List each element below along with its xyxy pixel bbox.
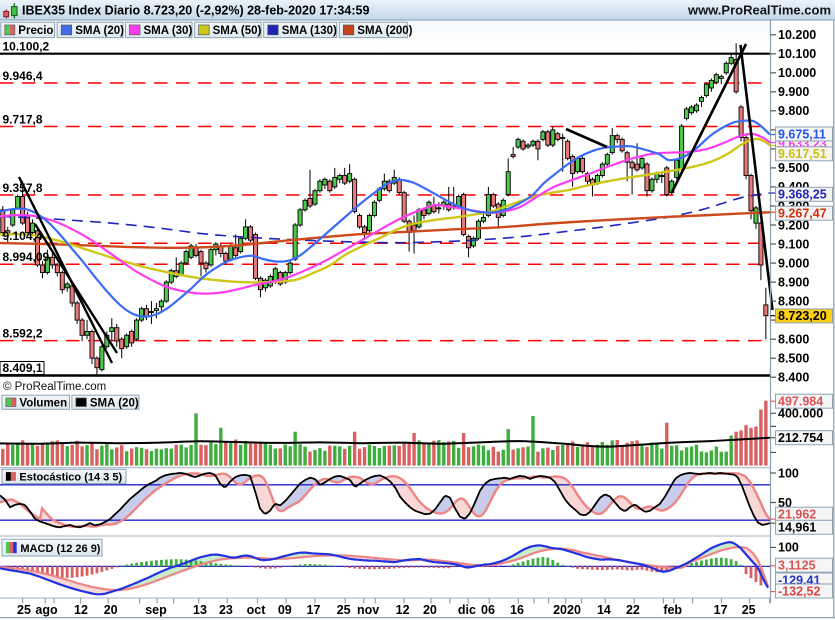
svg-text:9.267,47: 9.267,47 — [778, 207, 827, 221]
svg-text:12: 12 — [74, 603, 88, 617]
svg-text:10.000: 10.000 — [778, 66, 816, 80]
svg-text:14,961: 14,961 — [778, 521, 816, 535]
svg-text:09: 09 — [278, 603, 292, 617]
svg-text:13: 13 — [193, 603, 207, 617]
svg-text:9.500: 9.500 — [778, 161, 809, 175]
svg-text:9.104,4: 9.104,4 — [3, 229, 43, 243]
svg-text:-132,52: -132,52 — [778, 584, 820, 598]
svg-text:IBEX35 Index Diario 8.723,20 (: IBEX35 Index Diario 8.723,20 (-2,92%) 28… — [22, 4, 369, 18]
svg-text:12: 12 — [396, 603, 410, 617]
svg-text:14: 14 — [597, 603, 611, 617]
svg-text:SMA (20): SMA (20) — [75, 25, 124, 37]
svg-text:100: 100 — [778, 541, 799, 555]
svg-text:ago: ago — [35, 603, 58, 617]
svg-text:25: 25 — [337, 603, 351, 617]
svg-text:SMA (50): SMA (50) — [213, 25, 262, 37]
svg-text:100: 100 — [778, 466, 799, 480]
svg-text:SMA (130): SMA (130) — [282, 25, 337, 37]
svg-text:© ProRealTime.com: © ProRealTime.com — [3, 381, 106, 393]
svg-text:9.357,8: 9.357,8 — [3, 181, 43, 195]
svg-text:8.409,1: 8.409,1 — [3, 361, 43, 375]
svg-text:16: 16 — [510, 603, 524, 617]
svg-text:8.900: 8.900 — [778, 275, 809, 289]
svg-text:06: 06 — [481, 603, 495, 617]
svg-text:9.000: 9.000 — [778, 256, 809, 270]
svg-text:3,1125: 3,1125 — [778, 559, 816, 573]
svg-text:22: 22 — [626, 603, 640, 617]
svg-text:10.200: 10.200 — [778, 28, 816, 42]
svg-text:9.946,4: 9.946,4 — [3, 69, 43, 83]
svg-text:9.617,51: 9.617,51 — [778, 147, 827, 161]
svg-text:10.100: 10.100 — [778, 47, 816, 61]
svg-text:oct: oct — [247, 603, 267, 617]
svg-text:9.675,11: 9.675,11 — [778, 127, 826, 141]
svg-text:sep: sep — [145, 603, 167, 617]
svg-text:9.900: 9.900 — [778, 85, 809, 99]
svg-text:400.000: 400.000 — [778, 407, 823, 421]
svg-text:20: 20 — [423, 603, 437, 617]
svg-text:25: 25 — [742, 603, 756, 617]
svg-text:8.800: 8.800 — [778, 294, 809, 308]
svg-text:9.368,25: 9.368,25 — [778, 188, 827, 202]
svg-text:20: 20 — [104, 603, 118, 617]
svg-text:25: 25 — [17, 603, 31, 617]
svg-text:feb: feb — [663, 603, 682, 617]
svg-text:SMA (20): SMA (20) — [90, 397, 139, 409]
svg-text:9.800: 9.800 — [778, 104, 809, 118]
svg-text:9.100: 9.100 — [778, 237, 809, 251]
svg-text:Volumen: Volumen — [19, 397, 67, 409]
svg-text:nov: nov — [357, 603, 379, 617]
svg-text:Precio: Precio — [18, 25, 53, 37]
svg-text:MACD (12 26 9): MACD (12 26 9) — [20, 543, 100, 555]
svg-text:Estocástico (14 3 5): Estocástico (14 3 5) — [19, 472, 122, 484]
svg-text:www.ProRealTime.com: www.ProRealTime.com — [687, 3, 831, 18]
svg-text:9.200: 9.200 — [778, 218, 809, 232]
svg-text:497.984: 497.984 — [778, 395, 823, 409]
svg-text:8.723,20: 8.723,20 — [778, 309, 827, 323]
svg-text:17: 17 — [714, 603, 728, 617]
svg-text:SMA (30): SMA (30) — [144, 25, 193, 37]
svg-text:8.400: 8.400 — [778, 371, 809, 385]
svg-text:dic: dic — [458, 603, 476, 617]
svg-text:8.994,09: 8.994,09 — [3, 250, 50, 264]
svg-text:SMA (200): SMA (200) — [357, 25, 412, 37]
svg-text:21,962: 21,962 — [778, 508, 816, 522]
svg-text:17: 17 — [307, 603, 321, 617]
svg-text:23: 23 — [219, 603, 233, 617]
svg-text:8.500: 8.500 — [778, 352, 809, 366]
svg-text:212.754: 212.754 — [778, 431, 823, 445]
svg-text:2020: 2020 — [553, 603, 581, 617]
svg-text:10.100,2: 10.100,2 — [3, 40, 50, 54]
svg-text:9.717,8: 9.717,8 — [3, 113, 43, 127]
svg-text:8.600: 8.600 — [778, 333, 809, 347]
svg-text:50: 50 — [778, 496, 792, 510]
svg-text:8.592,2: 8.592,2 — [3, 327, 43, 341]
